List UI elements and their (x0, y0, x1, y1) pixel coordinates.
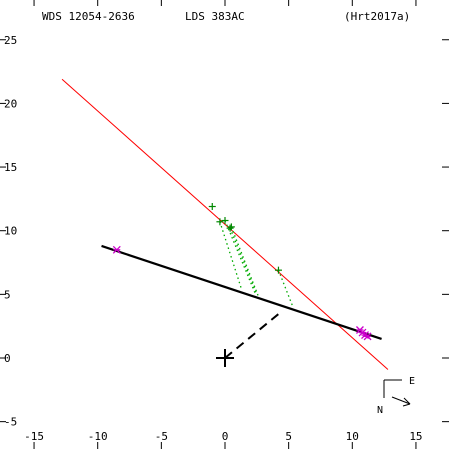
residual-link (219, 221, 243, 290)
x-tick-label: -10 (88, 430, 108, 443)
x-tick-label: -15 (24, 430, 44, 443)
perpendicular-dashed-line (224, 310, 283, 359)
lds-designation: LDS 383AC (185, 10, 245, 23)
y-tick-label: 5 (4, 288, 11, 301)
plot-lines (61, 78, 389, 370)
x-tick-label: 15 (409, 430, 422, 443)
y-tick-label: 25 (4, 34, 17, 47)
axis-tick-labels: -15 -10 -5 0 5 10 15 -5 0 5 10 15 20 25 (4, 34, 423, 443)
observation-point (221, 217, 229, 225)
primary-star-marker (216, 349, 234, 367)
highlighted-point (112, 245, 121, 254)
residual-link (277, 269, 294, 307)
y-tick-label: 20 (4, 97, 17, 110)
compass-north-label: N (377, 405, 383, 416)
y-tick-label: 15 (4, 161, 17, 174)
observation-point (216, 218, 224, 226)
reference-code: (Hrt2017a) (344, 10, 410, 23)
y-tick-label: -5 (4, 416, 17, 429)
trend-line (61, 78, 389, 370)
x-tick-label: 10 (346, 430, 359, 443)
linear-orbit-line (101, 244, 382, 340)
x-tick-label: 5 (285, 430, 292, 443)
x-tick-label: -5 (155, 430, 168, 443)
motion-arrow-icon (391, 396, 411, 407)
compass-east-label: E (409, 376, 415, 387)
highlighted-point (363, 332, 372, 341)
x-tick-label: 0 (222, 430, 229, 443)
compass-rose: E N (377, 376, 415, 416)
residual-link (229, 227, 258, 295)
plot-marks (112, 203, 372, 367)
y-tick-label: 0 (4, 352, 11, 365)
wds-designation: WDS 12054-2636 (42, 10, 135, 23)
residual-link (230, 226, 259, 296)
observation-point (274, 266, 282, 274)
observation-point (227, 223, 235, 231)
y-tick-label: 10 (4, 225, 17, 238)
observation-point (208, 203, 216, 211)
observation-point (226, 224, 234, 232)
